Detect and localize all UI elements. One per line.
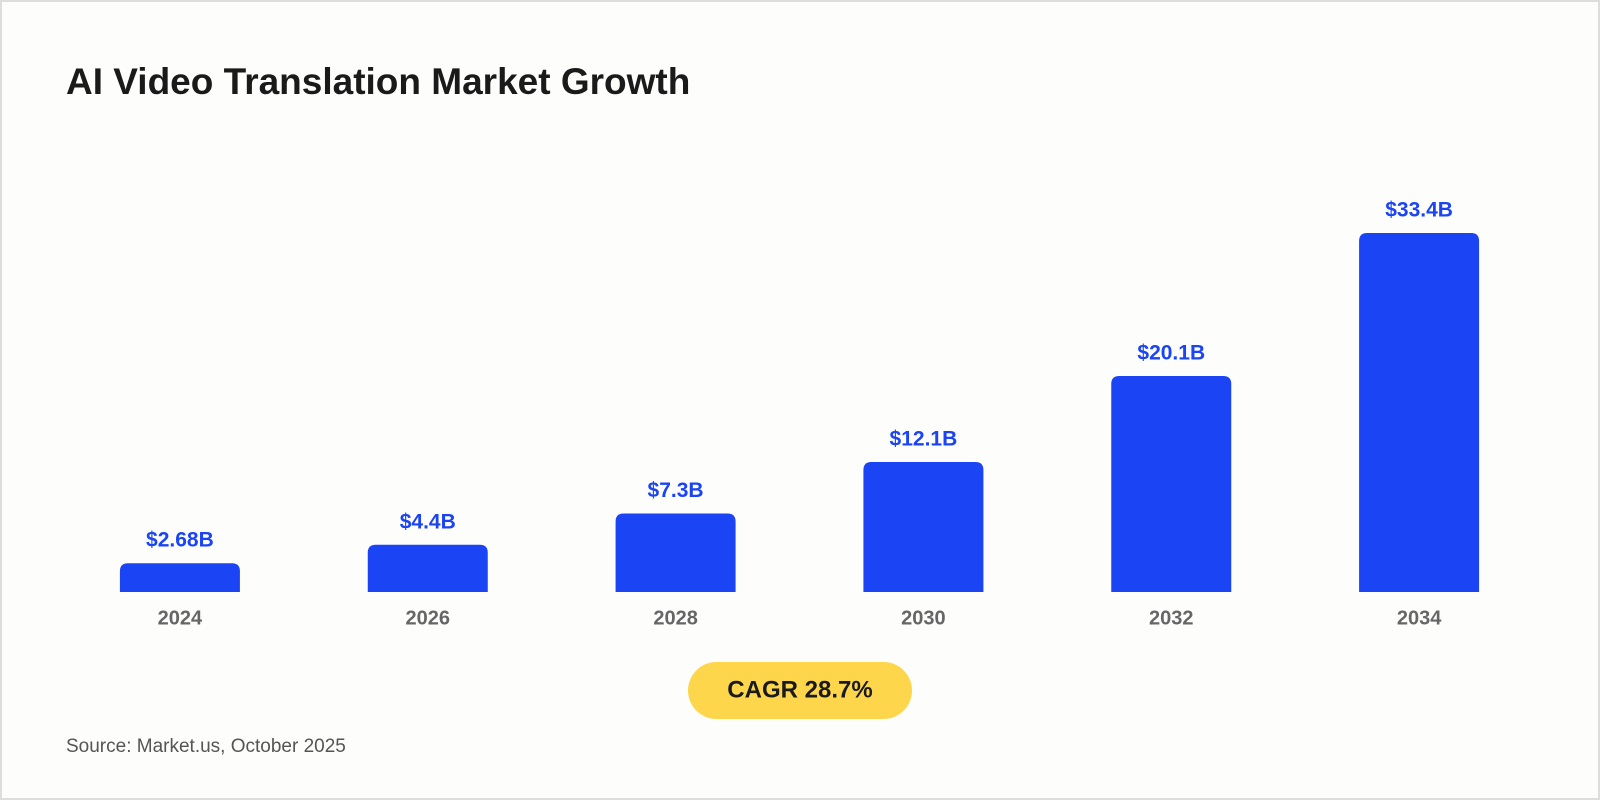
- cagr-annotation: CAGR 28.7%: [727, 676, 872, 703]
- bar: [119, 563, 240, 592]
- value-label: $12.1B: [890, 427, 958, 450]
- value-label: $4.4B: [400, 510, 456, 533]
- bar: [1359, 233, 1480, 592]
- chart-title: AI Video Translation Market Growth: [66, 61, 690, 102]
- value-label: $20.1B: [1137, 342, 1205, 365]
- x-tick-label: 2026: [406, 607, 451, 629]
- bar: [615, 513, 736, 592]
- cagr-pill: [688, 662, 912, 719]
- value-label: $7.3B: [648, 479, 704, 502]
- source-note: Source: Market.us, October 2025: [66, 736, 346, 757]
- x-tick-label: 2030: [901, 607, 946, 629]
- bar: [1111, 375, 1232, 592]
- bar: [367, 544, 488, 592]
- x-tick-label: 2032: [1149, 607, 1194, 629]
- value-label: $2.68B: [146, 529, 214, 552]
- x-tick-label: 2028: [653, 607, 698, 629]
- x-tick-label: 2024: [158, 607, 203, 629]
- bar: [863, 461, 984, 592]
- value-label: $33.4B: [1385, 199, 1453, 222]
- x-tick-label: 2034: [1397, 607, 1442, 629]
